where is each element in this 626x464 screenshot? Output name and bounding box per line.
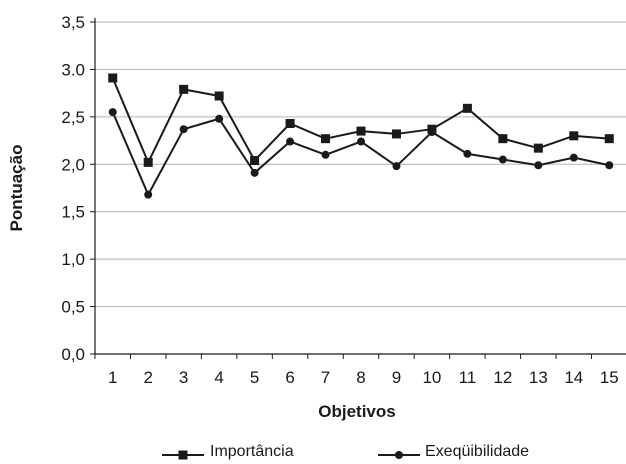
- circle-data-point: [569, 153, 578, 162]
- square-data-point: [321, 134, 331, 144]
- square-data-point: [391, 129, 401, 139]
- gridlines: [95, 21, 626, 308]
- square-data-point: [462, 103, 472, 113]
- y-tick-label: 0,0: [61, 345, 85, 364]
- y-tick-label: 3.0: [61, 60, 85, 79]
- circle-data-point: [215, 114, 224, 123]
- x-axis-title: Objetivos: [318, 402, 395, 421]
- square-data-point: [214, 91, 224, 101]
- x-tick-label: 11: [459, 368, 477, 387]
- square-data-point: [533, 143, 543, 153]
- x-tick-label: 1: [108, 368, 117, 387]
- series-1: [108, 73, 614, 167]
- y-axis-title: Pontuação: [7, 145, 26, 232]
- y-tick-label: 1,0: [61, 250, 85, 269]
- circle-data-point: [357, 137, 365, 146]
- circle-data-point: [286, 137, 295, 146]
- x-tick-label: 7: [321, 368, 330, 387]
- legend-item: Exeqüibilidade: [378, 443, 529, 460]
- circle-data-point: [144, 190, 153, 199]
- square-data-point: [143, 157, 153, 167]
- y-tick-label: 3,5: [61, 13, 85, 32]
- circle-data-point: [108, 108, 117, 117]
- y-tick-label: 0,5: [61, 298, 85, 317]
- square-data-point: [108, 73, 118, 83]
- axes: [90, 18, 626, 359]
- x-tick-label: 12: [493, 368, 512, 387]
- circle-data-point: [392, 162, 401, 171]
- circle-data-point: [463, 149, 472, 158]
- legend-label: Importância: [210, 443, 294, 460]
- legend-marker: [178, 450, 188, 460]
- y-tick-label: 2,5: [61, 108, 85, 127]
- square-data-point: [285, 118, 295, 128]
- circle-data-point: [498, 155, 507, 164]
- x-tick-label: 4: [214, 368, 223, 387]
- legend-item: Importância: [162, 443, 294, 460]
- legend-label: Exeqüibilidade: [425, 443, 529, 460]
- x-tick-label: 13: [529, 368, 548, 387]
- x-tick-label: 6: [285, 368, 294, 387]
- series-line: [111, 111, 610, 196]
- circle-data-point: [250, 168, 259, 177]
- x-tick-label: 5: [250, 368, 259, 387]
- square-data-point: [356, 126, 366, 136]
- square-data-point: [604, 134, 614, 144]
- x-tick-label: 3: [179, 368, 188, 387]
- circle-data-point: [427, 128, 436, 137]
- x-tick-label: 15: [600, 368, 619, 387]
- square-data-point: [250, 155, 260, 165]
- series-lines: [108, 73, 614, 199]
- y-tick-label: 1,5: [61, 203, 85, 222]
- y-tick-labels: 0,0 0,5 1,0 1,5 2,0 2,5 3.0 3,5: [61, 13, 85, 364]
- series-2: [108, 108, 614, 199]
- circle-data-point: [321, 150, 330, 159]
- legend-marker: [395, 451, 403, 459]
- square-data-point: [179, 84, 189, 94]
- x-tick-label: 8: [356, 368, 365, 387]
- square-data-point: [498, 134, 508, 144]
- x-tick-label: 10: [422, 368, 441, 387]
- square-data-point: [569, 131, 579, 141]
- circle-data-point: [534, 161, 543, 170]
- circle-data-point: [179, 125, 188, 134]
- x-tick-label: 9: [392, 368, 401, 387]
- x-tick-label: 14: [564, 368, 583, 387]
- y-tick-label: 2,0: [61, 155, 85, 174]
- circle-data-point: [605, 161, 614, 170]
- x-tick-labels: 1 2 3 4 5 6 7 8 9 10 11 12 13 14 15: [108, 368, 619, 387]
- x-tick-label: 2: [143, 368, 152, 387]
- legend: Importância Exeqüibilidade: [162, 443, 529, 460]
